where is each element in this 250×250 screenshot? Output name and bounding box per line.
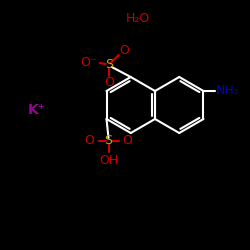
Text: OH: OH <box>99 154 118 166</box>
Text: O: O <box>122 134 132 147</box>
Text: O: O <box>84 134 94 147</box>
Text: H₂O: H₂O <box>126 12 150 24</box>
Text: NH₂: NH₂ <box>216 84 239 98</box>
Text: K⁺: K⁺ <box>28 103 46 117</box>
Text: O⁻: O⁻ <box>80 56 97 68</box>
Text: S: S <box>104 134 112 147</box>
Text: S: S <box>105 58 113 71</box>
Text: O: O <box>104 76 114 90</box>
Text: O: O <box>119 44 129 57</box>
